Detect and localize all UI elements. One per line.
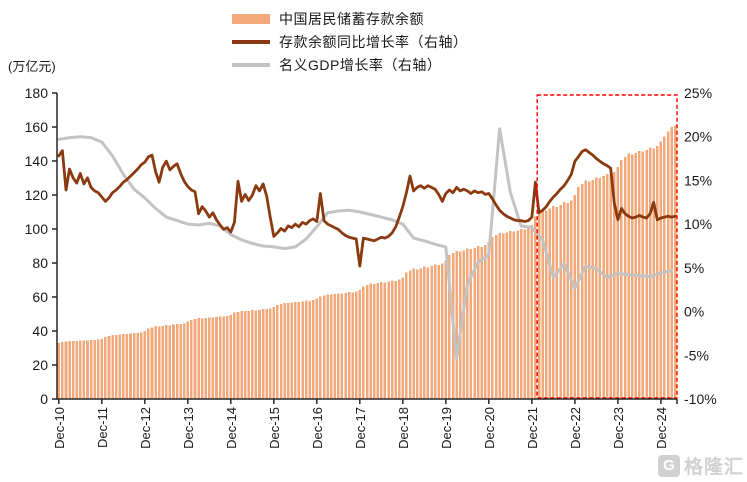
svg-text:Dec-17: Dec-17 <box>353 407 368 449</box>
gelonghui-logo-text: 格隆汇 <box>683 457 744 478</box>
gelonghui-logo: G 格隆汇 <box>657 452 744 479</box>
svg-text:20%: 20% <box>684 129 712 145</box>
left-axis-tick-labels: 0 20 40 60 80 100 120 140 160 180 <box>25 85 49 407</box>
svg-text:Dec-19: Dec-19 <box>439 407 454 449</box>
svg-text:120: 120 <box>25 187 49 203</box>
svg-text:Dec-23: Dec-23 <box>611 407 626 449</box>
bar-swatch-icon <box>232 14 270 24</box>
gelonghui-logo-icon: G <box>657 454 680 477</box>
svg-text:Dec-20: Dec-20 <box>482 407 497 449</box>
svg-text:Dec-13: Dec-13 <box>181 407 196 449</box>
legend-item-gdp-growth: 名义GDP增长率（右轴） <box>232 56 468 74</box>
line-swatch-icon <box>232 40 270 44</box>
svg-text:Dec-12: Dec-12 <box>138 407 153 449</box>
svg-text:0: 0 <box>40 391 48 407</box>
svg-text:180: 180 <box>25 85 49 101</box>
legend-label: 名义GDP增长率（右轴） <box>279 57 442 73</box>
svg-text:20: 20 <box>32 357 48 373</box>
legend-label: 存款余额同比增长率（右轴） <box>279 34 468 50</box>
left-axis-unit-label: (万亿元) <box>8 59 56 74</box>
legend-item-deposit-balance: 中国居民储蓄存款余额 <box>232 10 468 28</box>
svg-text:80: 80 <box>32 255 48 271</box>
svg-text:Dec-21: Dec-21 <box>525 407 540 449</box>
legend-item-deposit-growth: 存款余额同比增长率（右轴） <box>232 33 468 51</box>
svg-text:160: 160 <box>25 119 49 135</box>
svg-text:15%: 15% <box>684 172 712 188</box>
svg-text:60: 60 <box>32 289 48 305</box>
svg-text:100: 100 <box>25 221 49 237</box>
svg-text:-10%: -10% <box>684 391 717 407</box>
deposit-growth-line <box>57 148 677 268</box>
svg-text:140: 140 <box>25 153 49 169</box>
svg-text:40: 40 <box>32 323 48 339</box>
svg-text:5%: 5% <box>684 260 704 276</box>
svg-text:Dec-11: Dec-11 <box>95 407 110 448</box>
line-swatch-icon <box>232 63 270 67</box>
svg-text:0%: 0% <box>684 304 704 320</box>
gdp-growth-line <box>57 127 674 361</box>
svg-text:10%: 10% <box>684 216 712 232</box>
legend-label: 中国居民储蓄存款余额 <box>279 11 424 27</box>
svg-text:Dec-22: Dec-22 <box>568 407 583 449</box>
svg-text:Dec-14: Dec-14 <box>224 407 239 449</box>
axes <box>52 92 678 404</box>
svg-text:25%: 25% <box>684 85 712 101</box>
svg-text:Dec-16: Dec-16 <box>310 407 325 449</box>
chart-legend: 中国居民储蓄存款余额 存款余额同比增长率（右轴） 名义GDP增长率（右轴） <box>232 10 468 74</box>
x-axis-tick-labels: Dec-10 Dec-11 Dec-12 Dec-13 Dec-14 Dec-15 Dec-… <box>52 407 669 449</box>
svg-text:Dec-24: Dec-24 <box>654 407 669 449</box>
right-axis-tick-labels: -10% -5% 0% 5% 10% 15% 20% 25% <box>684 85 717 407</box>
svg-text:Dec-18: Dec-18 <box>396 407 411 449</box>
deposit-balance-bars <box>57 125 677 400</box>
svg-text:-5%: -5% <box>684 347 709 363</box>
svg-text:Dec-10: Dec-10 <box>52 407 67 449</box>
svg-text:Dec-15: Dec-15 <box>267 407 282 449</box>
